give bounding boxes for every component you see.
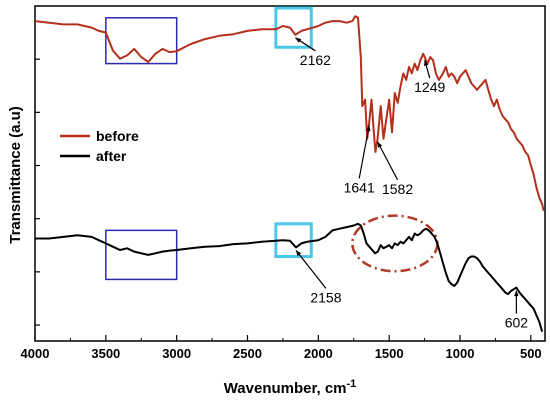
legend: before after [60,128,139,164]
series-lines [34,15,545,332]
x-tick-label: 1000 [446,346,475,361]
x-axis-ticks: 4000 3500 3000 2500 2000 1500 1000 500 [21,335,542,361]
annotation-arrowhead [423,60,429,67]
x-axis-title: Wavenumber, cm-1 [224,378,357,397]
annotation-label: 602 [505,315,529,331]
annotation-label: 2158 [310,289,341,305]
legend-label-after: after [96,148,127,164]
x-tick-label: 2000 [304,346,333,361]
highlight-box-oh-region [105,229,178,281]
highlight-boxes [105,6,439,281]
annotation-label: 1641 [344,179,375,195]
series-line-after [35,222,544,332]
annotation-pointer [295,249,327,289]
annotation-arrowhead [514,290,519,297]
y-axis-title: Transmittance (a.u) [7,106,24,244]
x-axis-title-superscript: -1 [347,378,357,390]
y-axis-ticks [35,58,40,326]
x-tick-label: 3500 [91,346,120,361]
x-tick-label: 500 [520,346,542,361]
x-tick-label: 1500 [375,346,404,361]
annotation-label: 1249 [414,79,445,95]
x-tick-label: 2500 [233,346,262,361]
annotation-arrowhead [377,141,383,148]
annotation-pointer [358,125,370,179]
annotation-arrowhead [365,125,371,132]
series-line-before [34,15,545,211]
annotation-arrowhead [295,250,302,257]
annotation-label: 2162 [300,52,331,68]
annotation-pointer [377,141,399,181]
annotation-label: 1582 [382,181,413,197]
annotations: 2162 1641 1582 1249 2158 602 [295,37,529,331]
legend-label-before: before [96,128,139,144]
plot-frame [34,5,546,342]
x-tick-label: 4000 [21,346,50,361]
x-tick-label: 3000 [162,346,191,361]
highlight-box-oh-region [105,17,178,65]
annotation-arrowhead [295,37,302,43]
